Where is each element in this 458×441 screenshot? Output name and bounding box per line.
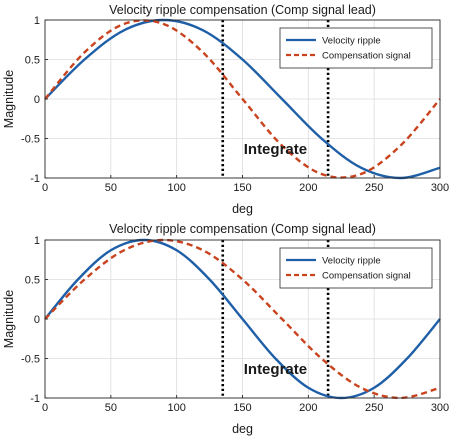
x-tick-label: 300 [431,182,449,194]
y-tick-label: -0.5 [21,354,40,366]
y-tick-label: 0 [34,94,40,106]
legend: Velocity ripple Compensation signal [279,247,433,289]
chart-panel-2: 0 50 100 150 200 250 300 -1 -0.5 0 0.5 1 Velocity ri… [2,222,449,436]
x-tick-label: 250 [365,182,383,194]
y-tick-label: 0.5 [25,275,40,287]
x-tick-label: 50 [105,182,117,194]
legend-label-2: Compensation signal [322,271,411,282]
x-tick-label: 50 [105,402,117,414]
x-tick-label: 100 [167,182,185,194]
chart-panel-1: 0 50 100 150 200 250 300 -1 -0.5 0 0.5 1 Velocity ri… [2,3,449,216]
y-tick-label: -1 [30,393,40,405]
x-tick-label: 150 [233,182,251,194]
series-line-1 [44,18,441,180]
x-tick-label: 150 [233,402,251,414]
x-tick-label: 200 [299,182,317,194]
legend-label-2: Compensation signal [322,51,411,62]
y-tick-label: -1 [30,173,40,185]
integrate-annotation: Integrate [244,141,307,158]
y-tick-label: 0.5 [25,55,40,67]
y-tick-label: 0 [34,314,40,326]
x-tick-label: 100 [167,402,185,414]
y-tick-label: -0.5 [21,134,40,146]
legend-label-1: Velocity ripple [322,36,381,47]
integrate-annotation: Integrate [244,361,307,378]
y-axis-label: Magnitude [2,290,16,348]
x-axis-label: deg [232,202,253,216]
series-line-2 [44,238,441,400]
x-tick-label: 300 [431,402,449,414]
y-tick-label: 1 [34,235,40,247]
x-tick-label: 250 [365,402,383,414]
x-axis-label: deg [232,422,253,436]
y-tick-label: 1 [34,15,40,27]
chart-title: Velocity ripple compensation (Comp signa… [109,222,376,236]
x-tick-label: 0 [42,402,48,414]
legend-label-1: Velocity ripple [322,256,381,267]
x-tick-label: 0 [42,182,48,194]
chart-title: Velocity ripple compensation (Comp signa… [109,3,376,17]
x-tick-label: 200 [299,402,317,414]
series-line-1 [44,238,441,400]
legend-box [279,247,433,289]
series-line-2 [44,19,441,179]
y-axis-label: Magnitude [2,70,16,128]
legend-box [279,27,433,69]
legend: Velocity ripple Compensation signal [279,27,433,69]
